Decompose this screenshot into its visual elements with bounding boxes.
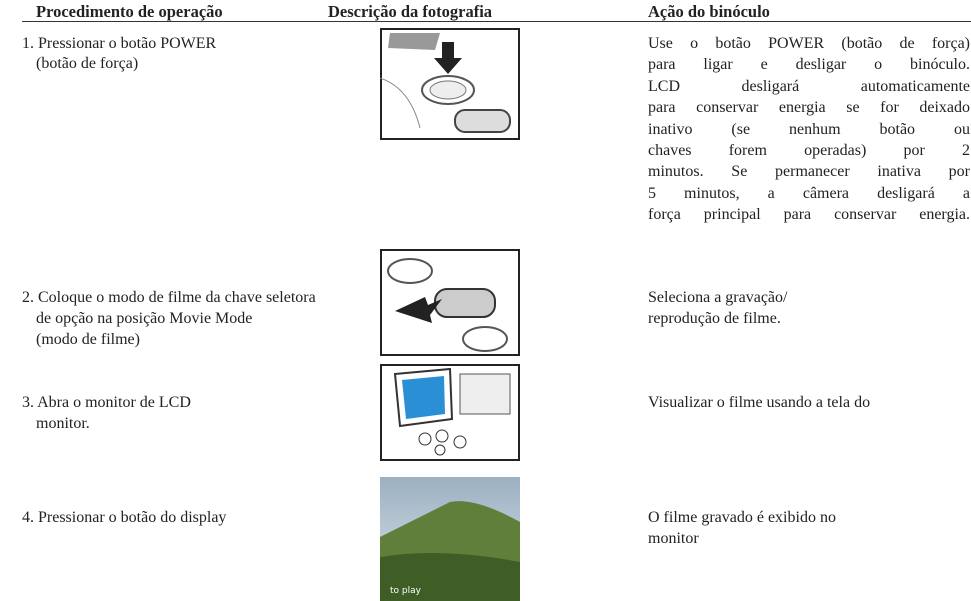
photo-power: [380, 28, 520, 140]
procedure-line: monitor.: [36, 415, 90, 432]
procedure-line: (botão de força): [36, 55, 139, 72]
action-line: minutos. Se permanecer inativa por: [648, 163, 970, 181]
procedure-line: 1. Pressionar o botão POWER: [22, 35, 217, 52]
header-cell: Descrição da fotografia: [328, 2, 493, 21]
procedure-line: 2. Coloque o modo de filme da chave sele…: [22, 289, 316, 306]
action-line: força principal para conservar energia.: [648, 206, 970, 224]
action-line: O filme gravado é exibido no: [648, 509, 836, 526]
photo-mode-switch: [380, 249, 520, 356]
action-line: para conservar energia se for deixado: [648, 99, 970, 117]
action-line: LCD desligará automaticamente: [648, 77, 970, 95]
action-line: 5 minutos, a câmera desligará a: [648, 184, 970, 202]
action-line: para ligar e desligar o binóculo.: [648, 56, 970, 74]
header-cell: Procedimento de operação: [36, 2, 223, 21]
action-line: Visualizar o filme usando a tela do: [648, 394, 871, 411]
header-cell: Ação do binóculo: [648, 2, 770, 21]
procedure-line: 4. Pressionar o botão do display: [22, 509, 227, 526]
photo-lcd: [380, 364, 520, 461]
action-line: inativo (se nenhum botão ou: [648, 120, 970, 138]
action-line: monitor: [648, 530, 699, 547]
header-rule: [22, 21, 971, 22]
photo-display: to play: [380, 477, 520, 601]
procedure-line: de opção na posição Movie Mode: [36, 310, 253, 327]
procedure-line: (modo de filme): [36, 331, 140, 348]
action-line: reprodução de filme.: [648, 310, 781, 327]
action-line: Seleciona a gravação/: [648, 289, 788, 306]
action-line: chaves forem operadas) por 2: [648, 142, 970, 159]
action-line: Use o botão POWER (botão de força): [648, 35, 970, 52]
photo-caption: to play: [390, 586, 422, 596]
procedure-line: 3. Abra o monitor de LCD: [22, 394, 191, 411]
